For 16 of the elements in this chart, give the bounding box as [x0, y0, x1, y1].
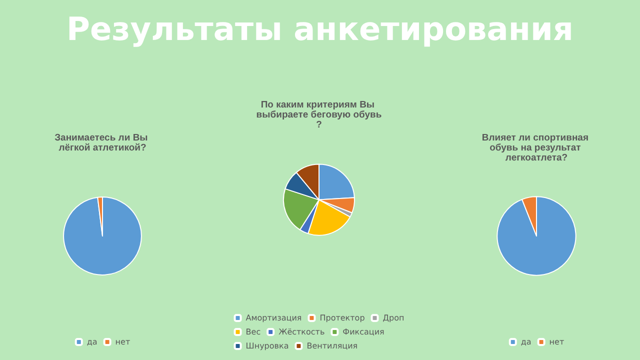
legend-label: Протектор — [320, 314, 365, 322]
text: Результаты анкетирования — [66, 10, 574, 48]
legend-label: нет — [549, 338, 564, 346]
legend-label: Вентиляция — [306, 342, 358, 350]
legend-label: Дроп — [382, 314, 404, 322]
legend-label: Жёсткость — [278, 328, 325, 336]
chart-title: По каким критериям Вы выбираете беговую обувь? — [256, 100, 382, 130]
chart-title: Влияет ли спортивная обувь на результат легкоатлета? — [482, 132, 592, 164]
legend-label: нет — [115, 338, 130, 346]
legend-label: Вес — [246, 328, 261, 336]
legend-label: да — [520, 338, 532, 346]
legend-label: Фиксация — [342, 328, 385, 336]
legend-label: Амортизация — [246, 314, 302, 322]
legend-label: Шнуровка — [246, 342, 289, 350]
legend-label: да — [86, 338, 98, 346]
chart-title: Занимаетесь ли Вы лёгкой атлетикой? — [54, 132, 150, 154]
